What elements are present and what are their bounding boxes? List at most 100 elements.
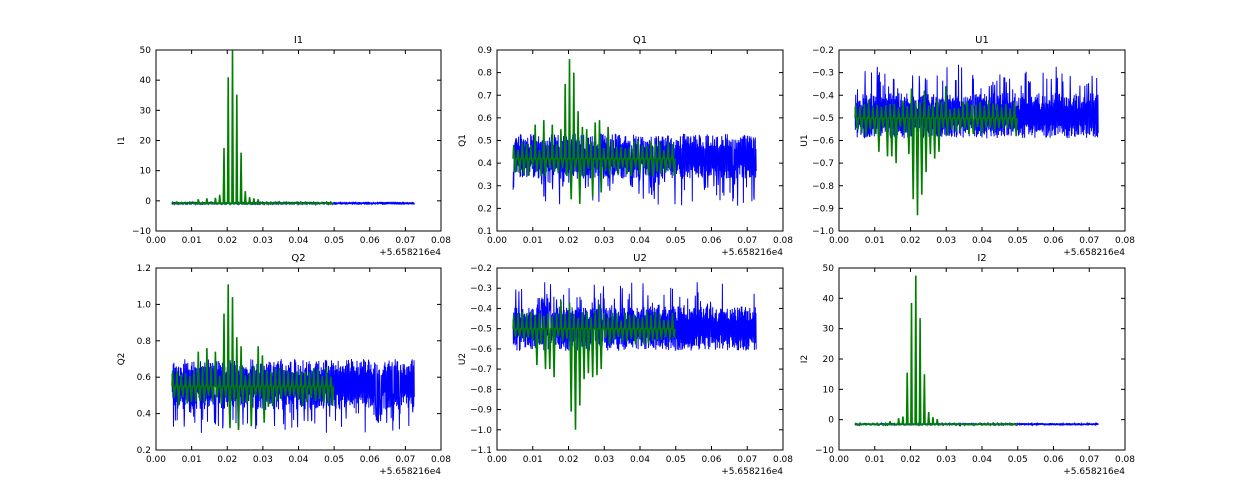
y-tick-label: −0.5 [470, 325, 492, 335]
x-tick-label: 0.04 [630, 455, 650, 465]
y-tick-label: −0.9 [470, 406, 492, 416]
subplot-title: I2 [977, 253, 986, 264]
x-tick-label: 0.07 [1079, 236, 1099, 246]
y-tick-label: 40 [140, 76, 152, 86]
x-offset-label: +5.658216e4 [721, 467, 783, 477]
x-tick-label: 0.00 [487, 236, 507, 246]
x-tick-label: 0.01 [865, 455, 885, 465]
y-tick-label: 1.0 [137, 300, 152, 310]
y-tick-label: 0.6 [137, 373, 152, 383]
x-tick-label: 0.03 [253, 236, 273, 246]
y-tick-label: 0 [828, 416, 834, 426]
y-axis-label: I1 [117, 136, 127, 144]
subplot-q1: 0.00 0.01 0.02 0.03 0.04 0.05 0.06 0.07 0.08 0.1 0… [458, 35, 793, 258]
x-tick-label: 0.02 [900, 236, 920, 246]
x-tick-label: 0.08 [1115, 236, 1135, 246]
x-offset-label: +5.658216e4 [1063, 467, 1125, 477]
x-tick-label: 0.02 [900, 455, 920, 465]
x-tick-label: 0.05 [666, 455, 686, 465]
subplot-u2: 0.00 0.01 0.02 0.03 0.04 0.05 0.06 0.07 0.08 −1.1… [458, 253, 793, 477]
x-tick-label: 0.03 [253, 455, 273, 465]
y-tick-label: 0.4 [137, 410, 152, 420]
x-tick-label: 0.06 [360, 236, 380, 246]
x-tick-label: 0.07 [395, 455, 415, 465]
y-tick-label: 50 [823, 264, 835, 274]
y-tick-label: 0.9 [478, 46, 493, 56]
x-tick-label: 0.00 [829, 236, 849, 246]
x-tick-label: 0.07 [395, 236, 415, 246]
y-axis-label: U2 [458, 353, 468, 365]
x-tick-label: 0.01 [523, 236, 543, 246]
x-tick-label: 0.03 [936, 455, 956, 465]
x-tick-label: 0.01 [182, 236, 202, 246]
y-axis-label: Q1 [458, 134, 468, 147]
x-tick-label: 0.00 [487, 455, 507, 465]
y-tick-label: 30 [823, 325, 835, 335]
x-tick-label: 0.06 [701, 455, 721, 465]
subplot-title: I1 [294, 35, 303, 46]
axes-frame [838, 267, 1126, 451]
y-tick-label: −0.3 [812, 69, 834, 79]
y-tick-label: 0.8 [137, 337, 152, 347]
x-tick-label: 0.02 [217, 455, 237, 465]
series-green-line [854, 275, 1018, 427]
y-tick-label: −0.2 [470, 264, 492, 274]
series-blue-line [171, 358, 415, 433]
y-tick-label: 20 [140, 137, 152, 147]
x-tick-label: 0.05 [324, 455, 344, 465]
y-tick-label: 50 [140, 46, 152, 56]
x-tick-label: 0.06 [360, 455, 380, 465]
y-tick-label: 30 [140, 106, 152, 116]
x-tick-label: 0.04 [288, 455, 308, 465]
x-tick-label: 0.01 [182, 455, 202, 465]
subplot-title: Q2 [291, 253, 305, 264]
x-tick-label: 0.05 [1008, 455, 1028, 465]
y-tick-label: 0.7 [478, 91, 492, 101]
y-tick-label: −1.0 [470, 426, 492, 436]
x-tick-label: 0.08 [1115, 455, 1135, 465]
x-tick-label: 0.07 [737, 236, 757, 246]
x-tick-label: 0.01 [523, 455, 543, 465]
y-tick-label: −0.8 [812, 182, 834, 192]
y-tick-label: 10 [823, 385, 835, 395]
y-tick-label: −0.5 [812, 114, 834, 124]
x-tick-label: 0.05 [1008, 236, 1028, 246]
y-axis-label: I2 [800, 355, 810, 363]
plot-area [171, 50, 415, 206]
y-tick-label: 0.3 [478, 182, 492, 192]
x-tick-label: 0.02 [558, 455, 578, 465]
x-offset-label: +5.658216e4 [1063, 248, 1125, 258]
y-axis-label: U1 [800, 134, 810, 146]
y-tick-label: −1.1 [470, 446, 492, 456]
subplot-q2: 0.00 0.01 0.02 0.03 0.04 0.05 0.06 0.07 0.08 0.2 0… [117, 253, 451, 477]
subplot-title: U1 [975, 35, 989, 46]
x-tick-label: 0.00 [146, 236, 166, 246]
x-tick-label: 0.04 [972, 455, 992, 465]
x-tick-label: 0.05 [324, 236, 344, 246]
series-green-line [171, 50, 335, 206]
x-tick-label: 0.04 [288, 236, 308, 246]
x-offset-label: +5.658216e4 [379, 248, 441, 258]
y-tick-label: 1.2 [137, 264, 151, 274]
x-tick-label: 0.07 [737, 455, 757, 465]
series-green-line [854, 86, 1018, 216]
x-tick-label: 0.01 [865, 236, 885, 246]
x-tick-label: 0.00 [146, 455, 166, 465]
axes-frame [838, 49, 1126, 232]
plot-area [512, 282, 757, 430]
x-tick-label: 0.00 [829, 455, 849, 465]
x-offset-label: +5.658216e4 [379, 467, 441, 477]
x-tick-label: 0.08 [773, 236, 793, 246]
plot-area [171, 284, 415, 433]
subplot-u1: 0.00 0.01 0.02 0.03 0.04 0.05 0.06 0.07 0.08 −1.0… [800, 35, 1135, 258]
y-tick-label: 0.2 [478, 204, 492, 214]
y-tick-label: 10 [140, 167, 152, 177]
x-tick-label: 0.03 [936, 236, 956, 246]
series-green-line [512, 300, 676, 430]
x-tick-label: 0.02 [558, 236, 578, 246]
y-tick-label: 40 [823, 294, 835, 304]
x-tick-label: 0.06 [1043, 455, 1063, 465]
x-tick-label: 0.04 [630, 236, 650, 246]
x-tick-label: 0.08 [431, 455, 451, 465]
